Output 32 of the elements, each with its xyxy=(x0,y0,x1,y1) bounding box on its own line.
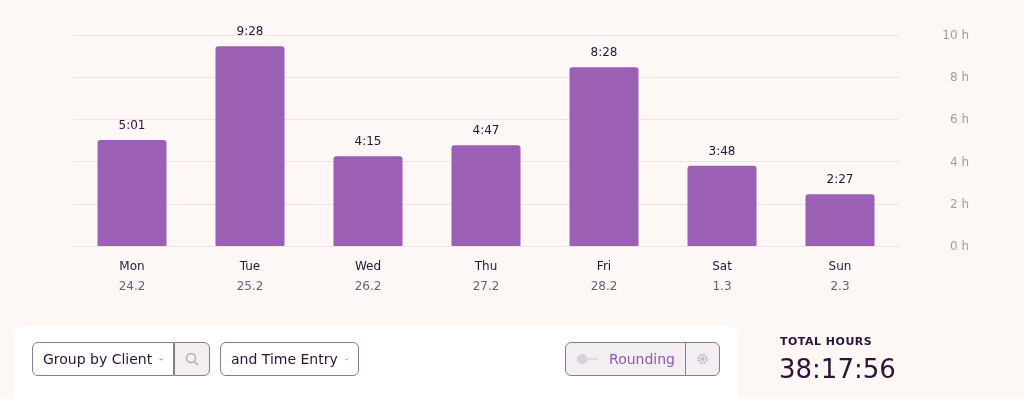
x-tick-label: Sun 2.3 xyxy=(828,259,852,293)
x-tick-label: Wed 26.2 xyxy=(354,259,382,293)
y-tick-label: 0 h xyxy=(949,239,969,253)
y-tick-label: 6 h xyxy=(949,112,969,127)
bar xyxy=(97,140,167,246)
data-label: 2:27 xyxy=(826,172,854,187)
text: TOTAL HOURS xyxy=(780,335,873,348)
bar xyxy=(451,145,521,246)
data-label: 4:15 xyxy=(354,134,382,149)
x-tick-label: Mon 24.2 xyxy=(118,259,146,293)
y-tick-label: 4 h xyxy=(949,154,969,169)
x-tick-label: Thu 27.2 xyxy=(472,259,500,293)
bar xyxy=(215,46,285,246)
group-dropdown: Group by Client xyxy=(32,342,174,376)
data-label: 8:28 xyxy=(590,45,618,60)
data-label: 9:28 xyxy=(236,24,264,39)
x-tick-label: Tue 25.2 xyxy=(236,259,264,293)
y-tick-label: 2 h xyxy=(949,196,969,211)
y-tick-label: 10 h xyxy=(942,28,969,42)
bar xyxy=(687,165,757,246)
data-label: 5:01 xyxy=(118,118,146,133)
data-label: 4:47 xyxy=(472,123,500,138)
data-label: 3:48 xyxy=(708,143,736,158)
x-tick-label: Fri 28.2 xyxy=(590,259,618,293)
bar xyxy=(805,194,875,246)
bar xyxy=(333,156,403,246)
y-tick-label: 8 h xyxy=(949,70,969,85)
bar xyxy=(569,67,639,246)
rounding-toggle: Rounding xyxy=(565,342,686,376)
x-tick-label: Sat 1.3 xyxy=(712,259,733,293)
entry-dropdown: and Time Entry xyxy=(220,342,359,376)
text: 38:17:56 xyxy=(779,354,896,384)
